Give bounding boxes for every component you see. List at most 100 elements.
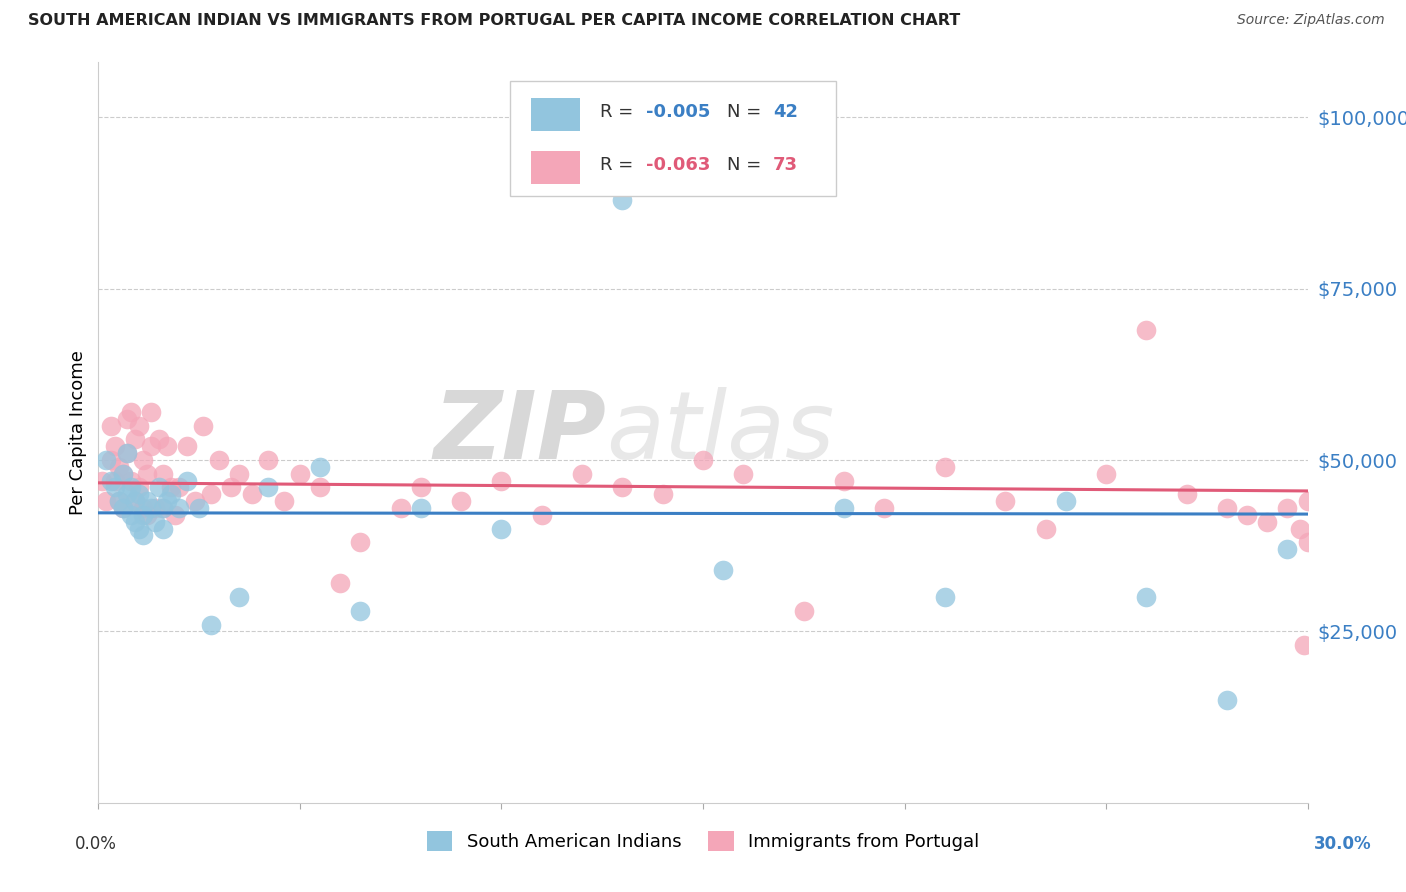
Point [96,453,118,467]
Point [152,522,174,536]
Point [152,501,174,516]
Point [200,487,222,501]
Point [120,405,142,419]
Point [111,501,134,516]
Point [1095,467,1118,481]
Point [132,528,155,542]
Point [103,480,125,494]
Point [530,508,553,522]
Point [96,494,118,508]
Point [128,522,150,536]
Point [1288,522,1310,536]
Point [832,501,855,516]
Point [188,501,211,516]
Point [124,433,146,447]
Point [139,439,162,453]
Text: 0.0%: 0.0% [75,835,117,853]
Text: 73: 73 [773,155,799,174]
Point [329,576,352,591]
Point [409,480,432,494]
Point [115,446,138,460]
Text: 30.0%: 30.0% [1315,835,1371,853]
Point [571,467,593,481]
Text: -0.005: -0.005 [647,103,710,120]
Point [389,501,412,516]
Point [107,459,129,474]
Point [733,467,755,481]
Point [128,418,150,433]
Point [132,501,155,516]
Point [612,193,634,207]
Point [163,508,186,522]
Point [651,487,673,501]
Point [111,467,134,481]
Point [349,535,371,549]
Point [120,508,142,522]
Text: R =: R = [600,155,640,174]
Point [143,501,166,516]
Point [1256,515,1278,529]
Text: R =: R = [600,103,640,120]
Point [143,515,166,529]
Point [91,474,114,488]
Point [100,418,122,433]
Point [115,487,138,501]
Point [160,480,183,494]
Point [124,494,146,508]
Text: atlas: atlas [606,387,835,478]
Point [934,459,956,474]
Point [491,474,513,488]
Point [132,508,155,522]
Point [1296,535,1319,549]
Text: ZIP: ZIP [433,386,606,479]
Point [208,453,231,467]
Point [115,412,138,426]
Point [793,604,815,618]
Text: N =: N = [727,103,768,120]
Point [1135,323,1157,337]
Point [167,480,190,494]
Point [934,590,956,604]
Point [135,508,157,522]
Point [240,487,263,501]
Point [873,501,896,516]
Point [1035,522,1057,536]
Point [1054,494,1077,508]
Point [1216,693,1239,707]
Point [128,487,150,501]
Point [450,494,472,508]
Point [124,494,146,508]
Point [228,467,250,481]
Point [1277,542,1299,557]
Point [100,474,122,488]
Point [152,467,174,481]
Point [273,494,295,508]
Point [1135,590,1157,604]
Point [309,459,332,474]
Legend: South American Indians, Immigrants from Portugal: South American Indians, Immigrants from … [418,822,988,861]
Point [103,439,125,453]
Point [135,494,157,508]
Point [692,453,714,467]
Point [256,480,278,494]
Point [288,467,311,481]
Point [139,501,162,516]
Point [184,494,207,508]
Point [156,494,179,508]
Point [152,501,174,516]
Point [160,487,183,501]
Point [1277,501,1299,516]
Point [256,453,278,467]
Text: Source: ZipAtlas.com: Source: ZipAtlas.com [1237,13,1385,28]
FancyBboxPatch shape [531,152,579,184]
Point [148,480,170,494]
Point [111,467,134,481]
Point [120,480,142,494]
Point [103,474,125,488]
Point [135,467,157,481]
Point [1292,638,1315,652]
Point [228,590,250,604]
Point [139,405,162,419]
Point [491,522,513,536]
Point [167,501,190,516]
